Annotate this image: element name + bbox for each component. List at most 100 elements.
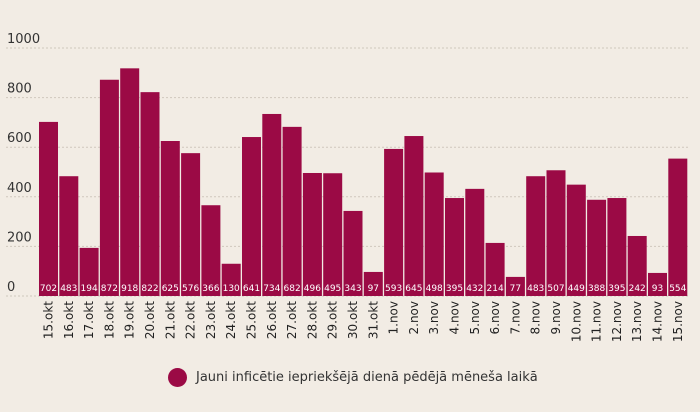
bar-15.nov bbox=[668, 158, 688, 296]
value-label-16.okt: 483 bbox=[60, 284, 77, 294]
value-label-8.nov: 483 bbox=[527, 284, 544, 294]
value-label-10.nov: 449 bbox=[568, 284, 585, 294]
value-label-1.nov: 593 bbox=[385, 284, 402, 294]
bar-7.nov bbox=[505, 276, 525, 296]
y-axis-ticks: 0 200 400 600 800 1000 bbox=[7, 32, 40, 295]
value-label-29.okt: 495 bbox=[324, 284, 341, 294]
value-label-22.okt: 576 bbox=[182, 284, 199, 294]
value-label-30.okt: 343 bbox=[344, 284, 361, 294]
bar-6.nov bbox=[485, 242, 505, 296]
x-tick-label-15.okt: 15.okt bbox=[42, 301, 56, 339]
value-label-27.okt: 682 bbox=[284, 284, 301, 294]
value-label-15.nov: 554 bbox=[669, 284, 686, 294]
value-label-28.okt: 496 bbox=[304, 284, 321, 294]
bar-22.okt bbox=[181, 153, 201, 296]
value-label-19.okt: 918 bbox=[121, 284, 138, 294]
x-tick-label-23.okt: 23.okt bbox=[204, 301, 218, 339]
value-label-15.okt: 702 bbox=[40, 284, 57, 294]
bar-12.nov bbox=[607, 198, 627, 296]
x-tick-label-8.nov: 8.nov bbox=[529, 301, 543, 335]
bar-5.nov bbox=[465, 188, 485, 296]
value-label-26.okt: 734 bbox=[263, 284, 280, 294]
y-tick-label-200: 200 bbox=[7, 230, 32, 245]
value-label-25.okt: 641 bbox=[243, 284, 260, 294]
bar-21.okt bbox=[160, 141, 180, 296]
value-label-3.nov: 498 bbox=[426, 284, 443, 294]
value-label-21.okt: 625 bbox=[162, 284, 179, 294]
bar-16.okt bbox=[59, 176, 79, 296]
y-tick-label-800: 800 bbox=[7, 82, 32, 97]
x-tick-label-13.nov: 13.nov bbox=[630, 301, 644, 342]
legend-label: Jauni inficētie iepriekšējā dienā pēdējā… bbox=[196, 370, 538, 385]
x-tick-label-20.okt: 20.okt bbox=[143, 301, 157, 339]
x-tick-label-14.nov: 14.nov bbox=[651, 301, 665, 342]
x-tick-label-12.nov: 12.nov bbox=[610, 301, 624, 342]
bar-27.okt bbox=[282, 126, 302, 296]
x-tick-label-11.nov: 11.nov bbox=[590, 301, 604, 342]
x-tick-label-16.okt: 16.okt bbox=[62, 301, 76, 339]
x-tick-label-7.nov: 7.nov bbox=[508, 301, 522, 335]
x-axis-ticks: 15.okt 16.okt 17.okt 18.okt 19.okt 20.okt 21.o… bbox=[42, 301, 685, 342]
y-tick-label-0: 0 bbox=[7, 280, 15, 295]
bar-18.okt bbox=[99, 79, 119, 296]
x-tick-label-26.okt: 26.okt bbox=[265, 301, 279, 339]
x-tick-label-24.okt: 24.okt bbox=[224, 301, 238, 339]
bar-24.okt bbox=[221, 263, 241, 296]
bar-1.nov bbox=[384, 148, 404, 296]
bar-8.nov bbox=[526, 176, 546, 296]
x-tick-label-9.nov: 9.nov bbox=[549, 301, 563, 335]
x-tick-label-1.nov: 1.nov bbox=[387, 301, 401, 335]
value-label-2.nov: 645 bbox=[405, 284, 422, 294]
legend-swatch-icon bbox=[168, 368, 187, 387]
bar-23.okt bbox=[201, 205, 221, 296]
x-tick-label-5.nov: 5.nov bbox=[468, 301, 482, 335]
x-tick-label-22.okt: 22.okt bbox=[184, 301, 198, 339]
x-tick-label-30.okt: 30.okt bbox=[346, 301, 360, 339]
x-tick-label-4.nov: 4.nov bbox=[448, 301, 462, 335]
value-label-12.nov: 395 bbox=[608, 284, 625, 294]
bar-13.nov bbox=[627, 235, 647, 296]
x-tick-label-18.okt: 18.okt bbox=[102, 301, 116, 339]
bar-29.okt bbox=[323, 173, 343, 296]
x-tick-label-28.okt: 28.okt bbox=[305, 301, 319, 339]
bars bbox=[39, 68, 688, 297]
bar-26.okt bbox=[262, 113, 282, 296]
value-label-7.nov: 77 bbox=[510, 284, 521, 294]
value-label-23.okt: 366 bbox=[202, 284, 219, 294]
value-label-20.okt: 822 bbox=[141, 284, 158, 294]
x-tick-label-10.nov: 10.nov bbox=[569, 301, 583, 342]
y-tick-label-1000: 1000 bbox=[7, 32, 40, 47]
legend: Jauni inficētie iepriekšējā dienā pēdējā… bbox=[168, 368, 538, 387]
value-label-18.okt: 872 bbox=[101, 284, 118, 294]
bar-17.okt bbox=[79, 247, 99, 296]
x-tick-label-21.okt: 21.okt bbox=[163, 301, 177, 339]
value-label-14.nov: 93 bbox=[652, 284, 663, 294]
value-labels: 702 483 194 872 918 822 625 576 366 130 641 734 682 4… bbox=[40, 284, 687, 294]
bar-19.okt bbox=[120, 68, 140, 296]
x-tick-label-25.okt: 25.okt bbox=[245, 301, 259, 339]
bar-4.nov bbox=[445, 198, 464, 296]
bar-30.okt bbox=[343, 210, 363, 296]
value-label-6.nov: 214 bbox=[487, 284, 504, 294]
bar-15.okt bbox=[39, 121, 58, 297]
value-label-13.nov: 242 bbox=[629, 284, 646, 294]
value-label-17.okt: 194 bbox=[81, 284, 98, 294]
bar-20.okt bbox=[140, 92, 160, 296]
x-tick-label-6.nov: 6.nov bbox=[488, 301, 502, 335]
bar-2.nov bbox=[404, 136, 424, 296]
bar-3.nov bbox=[424, 172, 444, 296]
value-label-4.nov: 395 bbox=[446, 284, 463, 294]
bar-14.nov bbox=[648, 272, 667, 296]
x-tick-label-29.okt: 29.okt bbox=[326, 301, 340, 339]
value-label-31.okt: 97 bbox=[368, 284, 379, 294]
x-tick-label-15.nov: 15.nov bbox=[671, 301, 685, 342]
x-tick-label-17.okt: 17.okt bbox=[82, 301, 96, 339]
x-tick-label-31.okt: 31.okt bbox=[366, 301, 380, 339]
bar-9.nov bbox=[546, 170, 566, 296]
y-tick-label-400: 400 bbox=[7, 181, 32, 196]
x-tick-label-27.okt: 27.okt bbox=[285, 301, 299, 339]
x-tick-label-3.nov: 3.nov bbox=[427, 301, 441, 335]
y-tick-label-600: 600 bbox=[7, 131, 32, 146]
